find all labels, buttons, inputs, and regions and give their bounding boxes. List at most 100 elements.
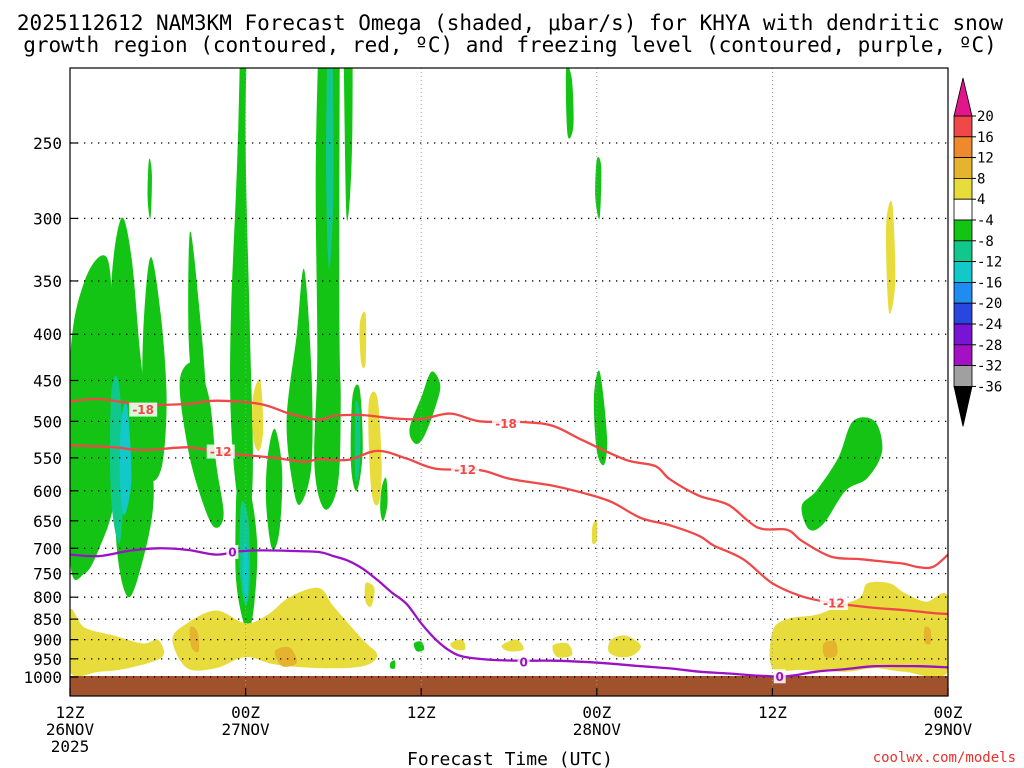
contour-label: -18 [495,417,517,431]
colorbar-label: -16 [977,275,1002,291]
omega-upward-region [389,660,396,669]
omega-upward-region [343,68,353,221]
contour-label-bg [492,416,521,431]
y-tick-label: 250 [33,134,62,153]
colorbar-bin [953,115,973,138]
plot-frame [69,67,949,697]
omega-upward-region [230,68,253,524]
x-tick-label: 00Z [231,703,260,722]
y-tick-label: 750 [33,565,62,584]
y-tick-label: 950 [33,650,62,669]
contour-label: -12 [210,445,232,459]
colorbar-bin [953,302,973,325]
contour-label-bg [129,402,158,417]
omega-upward-region [801,417,883,531]
omega-downward-region [885,200,896,315]
colorbar: 20 16 12 8 4 -4 -8 -12 -16 -20 -24 -28 -32 -36 [953,77,1002,427]
colorbar-bin [953,136,973,159]
omega-upward-region [380,477,388,521]
omega-downward-region [769,581,948,678]
y-tick-label: 350 [33,272,62,291]
colorbar-bin [953,261,973,283]
contour-label: 0 [776,670,784,684]
omega-downward-region [923,626,932,645]
colorbar-bin [953,177,973,200]
colorbar-label: -12 [977,255,1002,271]
contour-label-bg [517,654,530,669]
contour--18 [70,397,948,570]
x-tick-label: 00Z [934,703,963,722]
omega-upward-region [265,428,283,550]
contour-label-bg [773,669,786,684]
contour-label: -12 [823,597,845,611]
omega-upward-region [119,402,132,515]
x-tick-label: 27NOV [222,720,271,739]
x-tick-label: 12Z [56,703,85,722]
colorbar-label: -4 [977,213,994,229]
temperature-contours: -18 -18 -12 -12 -12 0 0 0 [70,397,948,684]
omega-downward-region [608,635,641,658]
omega-downward-region [172,587,378,671]
y-tick-label: 700 [33,539,62,558]
omega-upward-region [147,158,152,219]
omega-shading [70,68,948,678]
colorbar-bin [953,157,973,179]
x-tick-label: 26NOV [46,720,95,739]
y-tick-label: 900 [33,631,62,650]
contour-label-bg [819,596,848,611]
colorbar-bin [953,198,973,221]
omega-downward-region [359,311,367,369]
colorbar-bin [953,281,973,304]
x-tick-label: 2025 [51,737,90,756]
colorbar-bin [953,365,973,387]
y-tick-label: 650 [33,512,62,531]
chart-title-line1: 2025112612 NAM3KM Forecast Omega (shaded… [17,11,1004,35]
colorbar-label: -28 [977,338,1002,354]
colorbar-label: 8 [977,171,985,187]
x-axis-label: Forecast Time (UTC) [407,749,613,768]
contour--12 [70,444,948,616]
omega-downward-region [189,626,200,653]
colorbar-label: 20 [977,109,994,125]
omega-downward-region [274,646,297,667]
omega-upward-region [413,641,425,652]
contour-label-bg [226,544,239,559]
contour-label: -12 [454,463,476,477]
colorbar-label: 16 [977,130,994,146]
y-tick-label: 500 [33,412,62,431]
omega-downward-region [501,639,524,652]
colorbar-bin [953,219,973,242]
colorbar-bin [953,240,973,263]
omega-upward-region [593,370,608,466]
omega-upward-region [109,375,125,544]
colorbar-bin [953,344,973,366]
colorbar-label: -20 [977,296,1002,312]
omega-upward-region [326,68,334,270]
omega-upward-region [314,68,341,510]
omega-downward-region [552,642,573,658]
contour-label: -18 [132,403,154,417]
x-tick-label: 29NOV [924,720,973,739]
terrain-band [70,676,948,696]
credit-text: coolwx.com/models [873,750,1016,766]
y-tick-label: 850 [33,610,62,629]
omega-upward-region [595,156,602,220]
contour-label-bg [206,444,235,459]
omega-upward-region [565,68,574,139]
omega-downward-region [822,640,838,658]
omega-downward-region [450,639,466,651]
colorbar-label: -32 [977,359,1002,375]
chart-title-line2: growth region (contoured, red, ºC) and f… [23,33,997,57]
y-axis: 250 300 350 400 450 500 550 600 650 700 750 800 850 9… [23,134,78,687]
colorbar-label: -24 [977,317,1002,333]
y-tick-label: 400 [33,325,62,344]
contour-label-bg [451,462,480,477]
omega-downward-region [591,520,598,545]
contour-label: 0 [228,545,236,559]
y-tick-label: 300 [33,209,62,228]
x-tick-label: 00Z [582,703,611,722]
y-tick-label: 800 [33,588,62,607]
omega-downward-region [70,608,165,677]
